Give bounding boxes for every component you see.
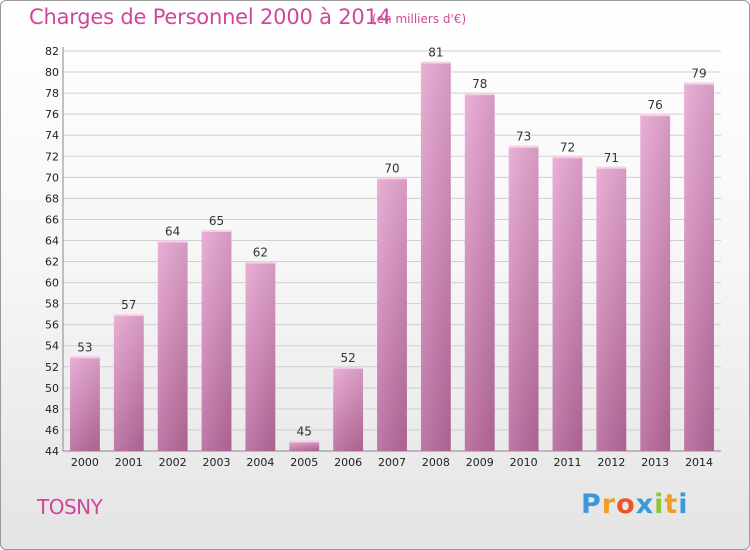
bar-shade — [289, 440, 320, 451]
y-tick-label: 72 — [45, 150, 59, 163]
data-label-2006: 52 — [340, 351, 355, 365]
logo-letter: P — [581, 489, 602, 520]
x-tick-label: 2007 — [378, 456, 406, 469]
bar-shade — [684, 82, 714, 451]
data-label-2013: 76 — [648, 98, 663, 112]
y-tick-label: 66 — [45, 213, 59, 226]
data-label-2003: 65 — [209, 214, 224, 228]
x-tick-label: 2011 — [553, 456, 581, 469]
logo-letter: i — [678, 489, 689, 520]
x-axis: 2000 2001 2002 2003 2004 2005 2006 2007 2008 2009… — [71, 456, 713, 469]
x-tick-label: 2009 — [466, 456, 494, 469]
data-label-2007: 70 — [384, 161, 399, 175]
x-tick-label: 2012 — [597, 456, 625, 469]
data-label-2014: 79 — [691, 67, 706, 81]
bar-shade — [201, 229, 232, 451]
y-tick-label: 44 — [45, 445, 59, 458]
y-tick-label: 64 — [45, 234, 59, 247]
logo-letter: i — [654, 489, 665, 520]
chart-title: Charges de Personnel 2000 à 2014 — [29, 5, 391, 29]
bar-shade — [508, 145, 539, 451]
data-label-2009: 78 — [472, 77, 487, 91]
y-tick-label: 62 — [45, 256, 59, 269]
y-tick-label: 82 — [45, 45, 59, 58]
y-tick-label: 70 — [45, 171, 59, 184]
data-label-2008: 81 — [428, 46, 443, 60]
bar-shade — [113, 314, 144, 451]
bar-shade — [552, 156, 583, 451]
x-tick-label: 2000 — [71, 456, 99, 469]
logo-letter: x — [635, 489, 655, 520]
bar-shade — [157, 240, 188, 451]
data-label-2001: 57 — [121, 298, 136, 312]
x-tick-label: 2006 — [334, 456, 362, 469]
data-label-2011: 72 — [560, 140, 575, 154]
bar-shade — [464, 93, 495, 452]
data-label-2012: 71 — [604, 151, 619, 165]
x-tick-label: 2008 — [422, 456, 450, 469]
x-tick-label: 2014 — [685, 456, 713, 469]
bars — [70, 61, 714, 452]
x-tick-label: 2003 — [203, 456, 231, 469]
y-tick-label: 60 — [45, 277, 59, 290]
y-tick-label: 48 — [45, 403, 59, 416]
bar-shade — [596, 166, 627, 451]
bar-shade — [420, 61, 451, 452]
logo-letter: r — [601, 489, 617, 520]
x-tick-label: 2001 — [115, 456, 143, 469]
data-label-2010: 73 — [516, 130, 531, 144]
data-label-2005: 45 — [297, 424, 312, 438]
bar-shade — [640, 114, 671, 451]
logo-letter: o — [616, 489, 636, 520]
x-tick-label: 2004 — [246, 456, 274, 469]
chart-subtitle: (en milliers d'€) — [372, 12, 467, 26]
x-tick-label: 2010 — [510, 456, 538, 469]
bar-shade — [70, 356, 100, 451]
x-tick-label: 2002 — [159, 456, 187, 469]
data-labels: 53 57 64 65 62 45 52 70 81 78 73 72 71 76 79 — [77, 46, 706, 439]
y-tick-label: 76 — [45, 108, 59, 121]
y-tick-label: 54 — [45, 340, 59, 353]
y-tick-label: 46 — [45, 424, 59, 437]
y-tick-label: 78 — [45, 87, 59, 100]
x-tick-label: 2005 — [290, 456, 318, 469]
place-name: TOSNY — [37, 495, 103, 519]
y-tick-label: 56 — [45, 319, 59, 332]
x-tick-label: 2013 — [641, 456, 669, 469]
data-label-2004: 62 — [253, 246, 268, 260]
bar-shade — [377, 177, 407, 451]
y-tick-label: 50 — [45, 382, 59, 395]
y-tick-label: 74 — [45, 129, 59, 142]
data-label-2002: 64 — [165, 224, 180, 238]
proxiti-logo: Proxiti — [581, 489, 689, 520]
bar-shade — [333, 366, 364, 451]
logo-letter: t — [664, 489, 679, 520]
y-tick-label: 68 — [45, 192, 59, 205]
y-tick-label: 58 — [45, 298, 59, 311]
data-label-2000: 53 — [77, 340, 92, 354]
y-tick-label: 80 — [45, 66, 59, 79]
bar-shade — [245, 261, 276, 451]
y-tick-label: 52 — [45, 361, 59, 374]
